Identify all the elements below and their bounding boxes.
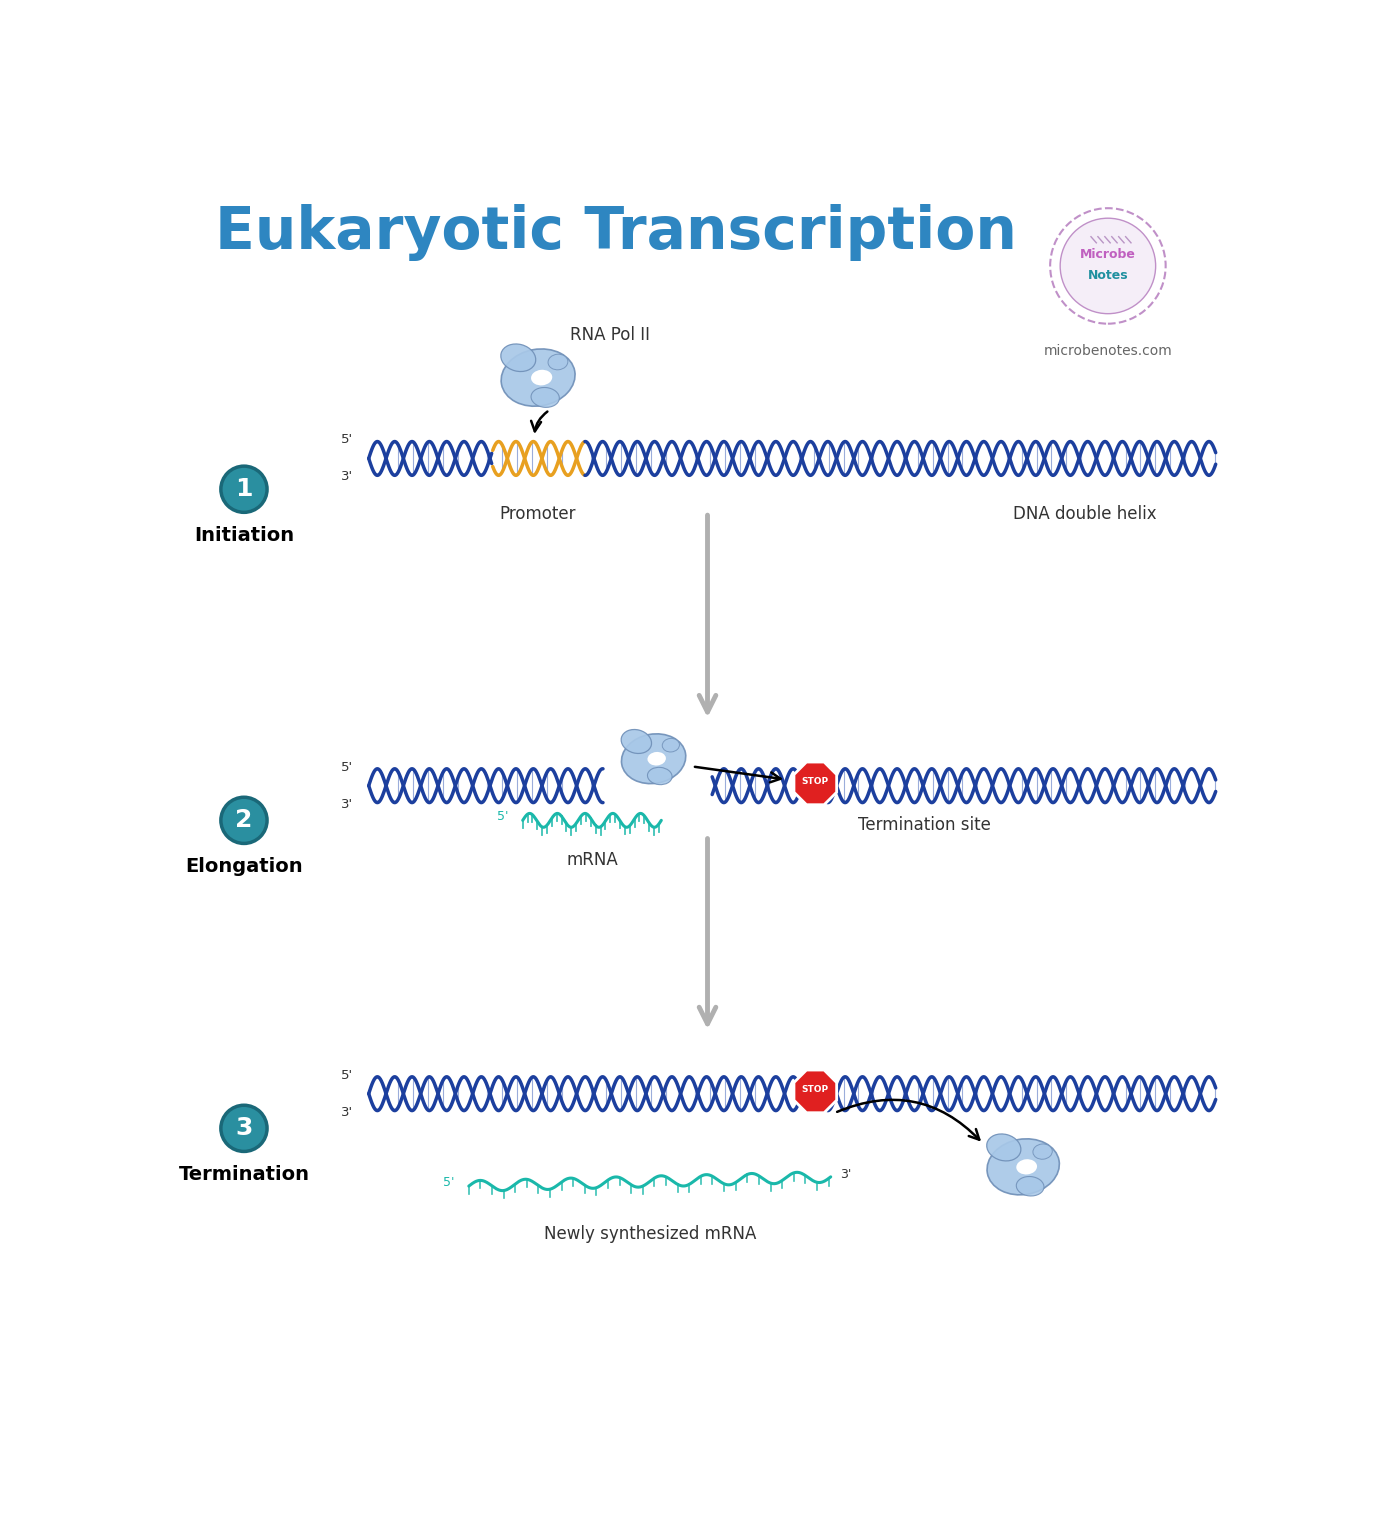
Ellipse shape <box>531 387 560 407</box>
Text: 3': 3' <box>341 1106 354 1118</box>
Text: STOP: STOP <box>802 1086 829 1094</box>
Text: 2: 2 <box>235 808 253 833</box>
Text: 5': 5' <box>341 433 354 447</box>
Text: 3: 3 <box>235 1117 253 1140</box>
Text: Initiation: Initiation <box>193 527 294 545</box>
Text: Microbe: Microbe <box>1079 247 1136 261</box>
Text: Eukaryotic Transcription: Eukaryotic Transcription <box>214 204 1017 261</box>
Ellipse shape <box>502 349 575 406</box>
Text: STOP: STOP <box>802 777 829 786</box>
Text: RNA Pol II: RNA Pol II <box>571 326 651 344</box>
Text: Termination: Termination <box>178 1166 310 1184</box>
Text: DNA double helix: DNA double helix <box>1013 505 1157 522</box>
Text: Termination site: Termination site <box>858 817 991 834</box>
Ellipse shape <box>662 739 680 753</box>
Circle shape <box>221 465 267 513</box>
Ellipse shape <box>1016 1160 1036 1175</box>
Ellipse shape <box>987 1134 1021 1161</box>
Text: 5': 5' <box>341 1069 354 1081</box>
Ellipse shape <box>500 344 536 372</box>
Text: 1: 1 <box>235 478 253 501</box>
Ellipse shape <box>1032 1144 1052 1160</box>
Polygon shape <box>795 1071 836 1112</box>
Ellipse shape <box>647 753 666 765</box>
Text: 3': 3' <box>341 470 354 484</box>
Text: 3': 3' <box>341 797 354 811</box>
Text: 5': 5' <box>498 809 509 823</box>
Text: Elongation: Elongation <box>185 857 303 877</box>
Ellipse shape <box>1016 1177 1043 1197</box>
Ellipse shape <box>987 1138 1060 1195</box>
Text: 3': 3' <box>840 1167 851 1181</box>
Text: microbenotes.com: microbenotes.com <box>1043 344 1172 358</box>
Text: Promoter: Promoter <box>500 505 576 522</box>
Circle shape <box>1060 218 1155 313</box>
Text: 5': 5' <box>444 1175 455 1189</box>
Text: mRNA: mRNA <box>567 851 618 869</box>
Ellipse shape <box>622 734 685 783</box>
Ellipse shape <box>621 730 651 754</box>
Circle shape <box>221 1106 267 1152</box>
Ellipse shape <box>549 355 568 370</box>
Polygon shape <box>795 762 836 805</box>
Circle shape <box>221 797 267 843</box>
Ellipse shape <box>648 768 672 785</box>
Text: Newly synthesized mRNA: Newly synthesized mRNA <box>543 1224 756 1243</box>
Text: 5': 5' <box>341 760 354 774</box>
Text: Notes: Notes <box>1088 269 1128 281</box>
Ellipse shape <box>531 370 553 386</box>
